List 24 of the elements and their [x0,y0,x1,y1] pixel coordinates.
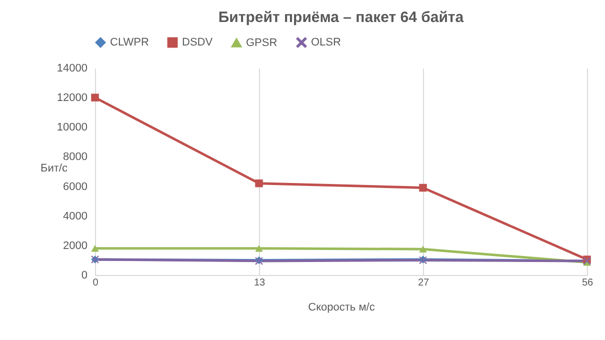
point [419,184,427,192]
x-tick-label: 56 [582,278,594,288]
y-tick-label: 6000 [63,180,88,193]
y-tick-label: 8000 [63,151,88,164]
y-tick-label: 12000 [56,92,88,104]
y-tick-label: 14000 [56,62,88,74]
point [91,245,99,252]
y-tick-label: 10000 [56,122,88,134]
x-axis-title: Скорость м/с [308,302,376,314]
point [255,179,263,188]
legend-label: OLSR [311,36,342,49]
x-tick-label: 13 [254,278,266,288]
point [91,94,99,102]
x-tick-label: 27 [418,278,430,288]
legend-label: CLWPR [110,36,149,49]
legend-label: GPSR [246,36,278,49]
y-tick-label: 2000 [63,240,88,252]
chart-title: Битрейт приёма – пакет 64 байта [218,9,464,26]
y-axis-title: Бит/с [40,162,68,174]
y-tick-label: 4000 [63,210,88,222]
x-tick-label: 0 [92,278,99,288]
point [419,246,427,252]
legend-label: DSDV [182,36,214,49]
point [255,245,263,252]
